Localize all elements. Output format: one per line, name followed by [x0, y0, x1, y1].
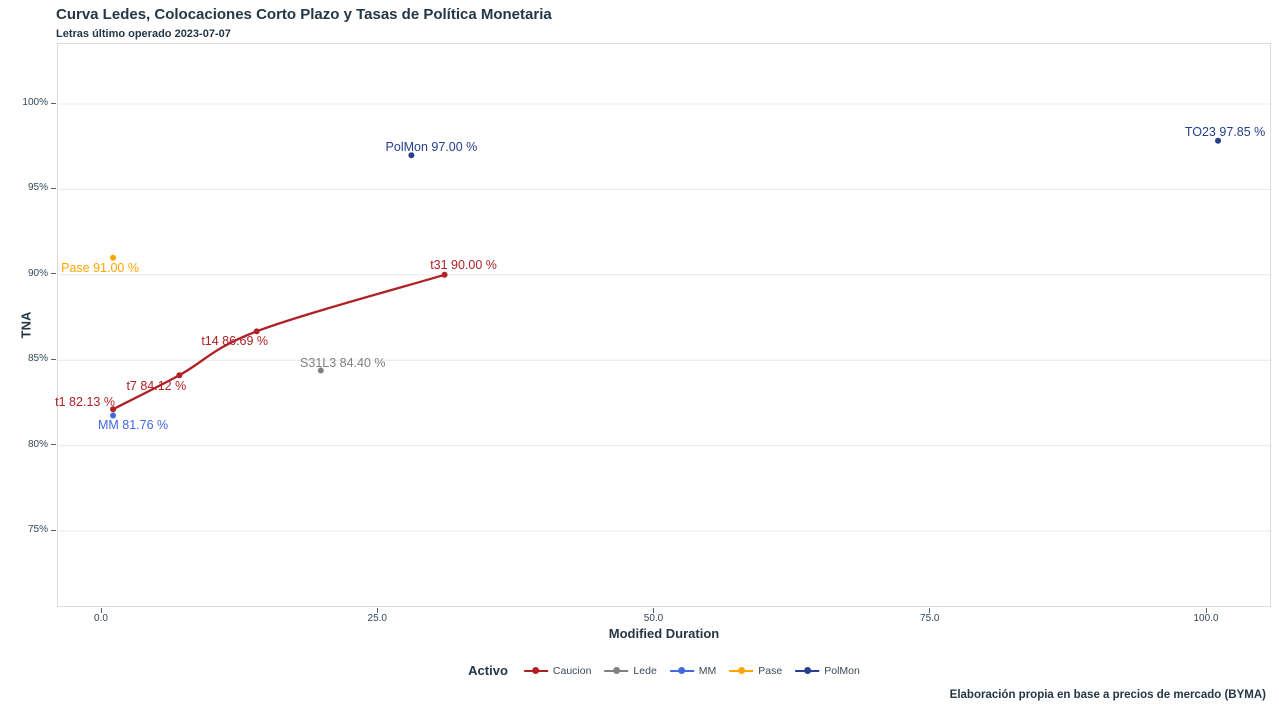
data-point-to23	[1215, 137, 1222, 144]
legend-key-icon	[523, 666, 548, 676]
y-tick-label: 100%	[22, 97, 48, 108]
legend-key-icon	[729, 666, 754, 676]
x-tick-mark	[376, 608, 378, 613]
x-axis-title: Modified Duration	[608, 626, 720, 641]
legend-item-caucion: Caucion	[523, 664, 592, 677]
legend-item-label: Caucion	[552, 664, 592, 677]
y-tick-mark	[51, 187, 56, 189]
point-label-mm: MM 81.76 %	[97, 417, 169, 432]
data-point-mm	[110, 412, 117, 419]
y-tick-label: 75%	[27, 524, 48, 535]
y-tick-label: 95%	[27, 182, 48, 194]
point-label-t7: t7 84.12 %	[126, 378, 187, 393]
legend-key-icon	[669, 666, 694, 676]
point-label-t14: t14 86.69 %	[201, 334, 269, 349]
point-label-t31: t31 90.00 %	[430, 257, 497, 272]
source-caption: Elaboración propia en base a precios de …	[949, 689, 1266, 701]
data-point-polmon	[408, 152, 415, 159]
legend-item-lede: Lede	[604, 664, 657, 677]
data-point-s31l3	[317, 367, 324, 374]
legend: Activo Caucion Lede MM Pase PolMon	[468, 663, 860, 678]
y-axis-title: TNA	[18, 311, 34, 339]
point-label-s31l3: S31L3 84.40 %	[300, 356, 386, 371]
x-tick-label: 50.0	[643, 613, 664, 624]
y-tick-mark	[51, 273, 56, 275]
x-tick-label: 25.0	[367, 613, 387, 624]
legend-key-icon	[795, 666, 820, 676]
legend-item-pase: Pase	[729, 665, 782, 677]
legend-item-label: MM	[698, 664, 717, 677]
y-tick-label: 80%	[27, 438, 48, 450]
data-point-t31	[441, 271, 448, 278]
data-point-t14	[253, 328, 260, 335]
x-tick-mark	[100, 608, 102, 613]
legend-item-label: PolMon	[824, 664, 860, 677]
legend-title: Activo	[468, 663, 508, 678]
legend-item-label: Pase	[758, 664, 783, 677]
y-tick-label: 85%	[27, 353, 48, 365]
plot-panel: t1 82.13 % t7 84.12 % t14 86.69 % t31 90.00…	[55, 43, 1272, 607]
x-tick-label: 0.0	[94, 613, 108, 624]
legend-item-mm: MM	[669, 664, 717, 677]
x-tick-label: 100.0	[1193, 613, 1219, 624]
x-tick-mark	[1205, 608, 1207, 613]
x-tick-mark	[929, 608, 931, 613]
y-tick-label: 90%	[27, 267, 48, 279]
y-tick-mark	[51, 358, 56, 360]
point-label-pase: Pase 91.00 %	[61, 260, 139, 275]
y-tick-mark	[51, 529, 56, 531]
legend-item-label: Lede	[633, 664, 657, 677]
series-line-caucion	[111, 273, 446, 411]
chart-title: Curva Ledes, Colocaciones Corto Plazo y …	[56, 6, 552, 23]
y-tick-mark	[51, 102, 56, 104]
data-point-t1	[110, 406, 117, 413]
data-point-pase	[110, 254, 117, 261]
plot-canvas	[58, 103, 1272, 532]
point-label-to23: TO23 97.85 %	[1184, 124, 1266, 139]
x-tick-mark	[653, 608, 654, 613]
point-label-t1: t1 82.13 %	[55, 394, 115, 409]
point-label-polmon: PolMon 97.00 %	[385, 139, 478, 154]
data-point-t7	[176, 372, 183, 379]
legend-key-icon	[604, 666, 629, 676]
legend-item-polmon: PolMon	[795, 665, 860, 677]
chart-subtitle: Letras último operado 2023-07-07	[56, 28, 231, 40]
y-tick-mark	[51, 444, 56, 446]
x-tick-label: 75.0	[920, 613, 940, 624]
